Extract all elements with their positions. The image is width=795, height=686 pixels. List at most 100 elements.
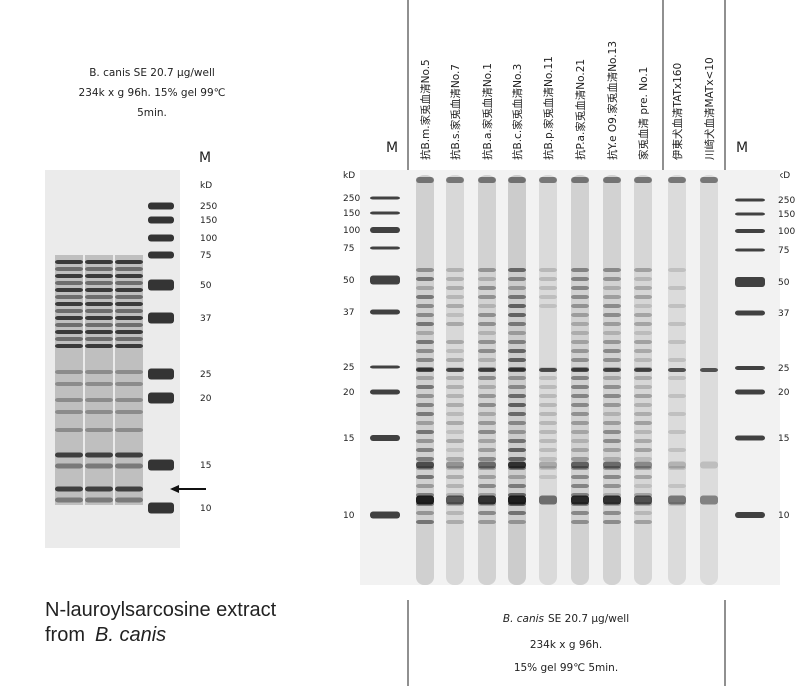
band: [370, 511, 400, 519]
band: [85, 309, 113, 313]
lane: [115, 255, 143, 505]
band: [571, 304, 589, 308]
band: [634, 313, 652, 317]
lane-label: 家兎血清 pre. No.1: [637, 67, 650, 160]
band: [85, 337, 113, 341]
band: [115, 486, 143, 492]
band: [416, 295, 434, 299]
band: [478, 511, 496, 515]
band: [416, 385, 434, 389]
band: [85, 288, 113, 292]
band: [571, 495, 589, 505]
band: [668, 358, 686, 362]
band: [446, 403, 464, 407]
band: [571, 385, 589, 389]
band: [416, 331, 434, 335]
band: [55, 398, 83, 402]
lane: [446, 175, 464, 585]
band: [416, 322, 434, 326]
band: [571, 457, 589, 461]
band: [634, 511, 652, 515]
band: [508, 484, 526, 488]
band: [478, 268, 496, 272]
band: [571, 349, 589, 353]
band: [115, 302, 143, 306]
band: [508, 313, 526, 317]
band: [634, 403, 652, 407]
right-caption: 234k x g 96h.: [530, 639, 602, 651]
band: [446, 277, 464, 281]
unit-label: kD: [343, 171, 355, 181]
band: [416, 304, 434, 308]
band: [115, 452, 143, 458]
band: [446, 376, 464, 380]
marker-value: 75: [200, 251, 211, 261]
band: [148, 202, 174, 210]
band: [539, 430, 557, 434]
lane-label: 抗B.s.家兎血清No.7: [449, 64, 462, 160]
band: [478, 457, 496, 461]
band: [539, 385, 557, 389]
band: [370, 275, 400, 285]
marker-label: M: [386, 140, 398, 156]
band: [446, 457, 464, 461]
band: [508, 322, 526, 326]
band: [478, 304, 496, 308]
band: [478, 340, 496, 344]
marker-value: 50: [343, 276, 355, 286]
band: [115, 288, 143, 292]
band: [571, 376, 589, 380]
lane: [539, 175, 557, 585]
marker-value: 37: [778, 309, 789, 319]
band: [539, 403, 557, 407]
band: [539, 368, 557, 372]
band: [416, 349, 434, 353]
band: [370, 389, 400, 395]
band: [416, 376, 434, 380]
lane: [508, 175, 526, 585]
band: [571, 268, 589, 272]
band: [446, 268, 464, 272]
band: [603, 340, 621, 344]
band: [478, 403, 496, 407]
band: [634, 412, 652, 416]
marker-value: 10: [778, 511, 790, 521]
band: [508, 368, 526, 372]
left-caption: B. canis SE 20.7 μg/well: [89, 67, 215, 79]
lane: [85, 255, 113, 505]
band: [668, 430, 686, 434]
band: [735, 389, 765, 395]
band: [603, 286, 621, 290]
marker-value: 50: [200, 281, 212, 291]
band: [539, 295, 557, 299]
band: [370, 435, 400, 441]
band: [115, 463, 143, 469]
band: [85, 452, 113, 458]
band: [668, 448, 686, 452]
band: [446, 313, 464, 317]
band: [634, 475, 652, 479]
band: [416, 421, 434, 425]
band: [508, 457, 526, 461]
band: [508, 376, 526, 380]
band: [634, 394, 652, 398]
lane-label: 抗P.a.家兎血清No.21: [574, 59, 587, 160]
band: [446, 368, 464, 372]
band: [539, 376, 557, 380]
band: [735, 248, 765, 252]
band: [571, 368, 589, 372]
band: [634, 268, 652, 272]
band: [85, 267, 113, 271]
band: [634, 495, 652, 505]
marker-value: 10: [200, 504, 212, 514]
caption-species: B. canis: [503, 613, 545, 625]
band: [571, 461, 589, 469]
band: [508, 268, 526, 272]
band: [478, 385, 496, 389]
band: [85, 330, 113, 334]
band: [508, 430, 526, 434]
band: [603, 475, 621, 479]
band: [446, 385, 464, 389]
band: [634, 376, 652, 380]
band: [603, 268, 621, 272]
